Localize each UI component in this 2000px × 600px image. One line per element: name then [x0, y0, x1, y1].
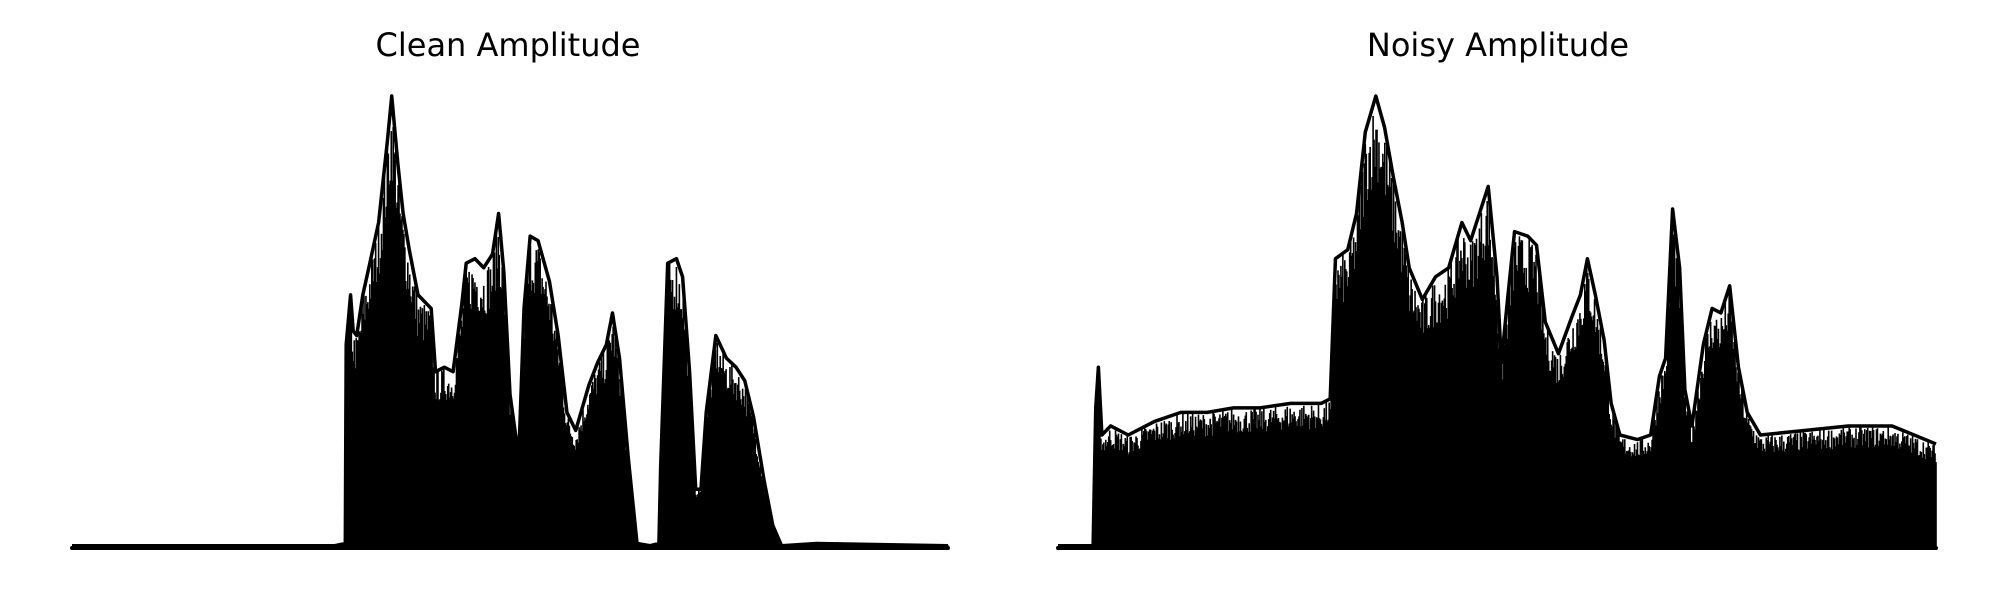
- noisy-amplitude-series-outline: [1058, 94, 1937, 548]
- noisy-amplitude-series-fill: [1057, 115, 1937, 550]
- clean-amplitude-series-fill: [71, 126, 949, 550]
- clean-amplitude-series-outline: [72, 94, 949, 548]
- left-panel-title: Clean Amplitude: [375, 26, 641, 64]
- right-panel-title: Noisy Amplitude: [1366, 26, 1630, 64]
- noisy-amplitude-series: [1056, 94, 1938, 550]
- clean-amplitude-series: [70, 94, 950, 550]
